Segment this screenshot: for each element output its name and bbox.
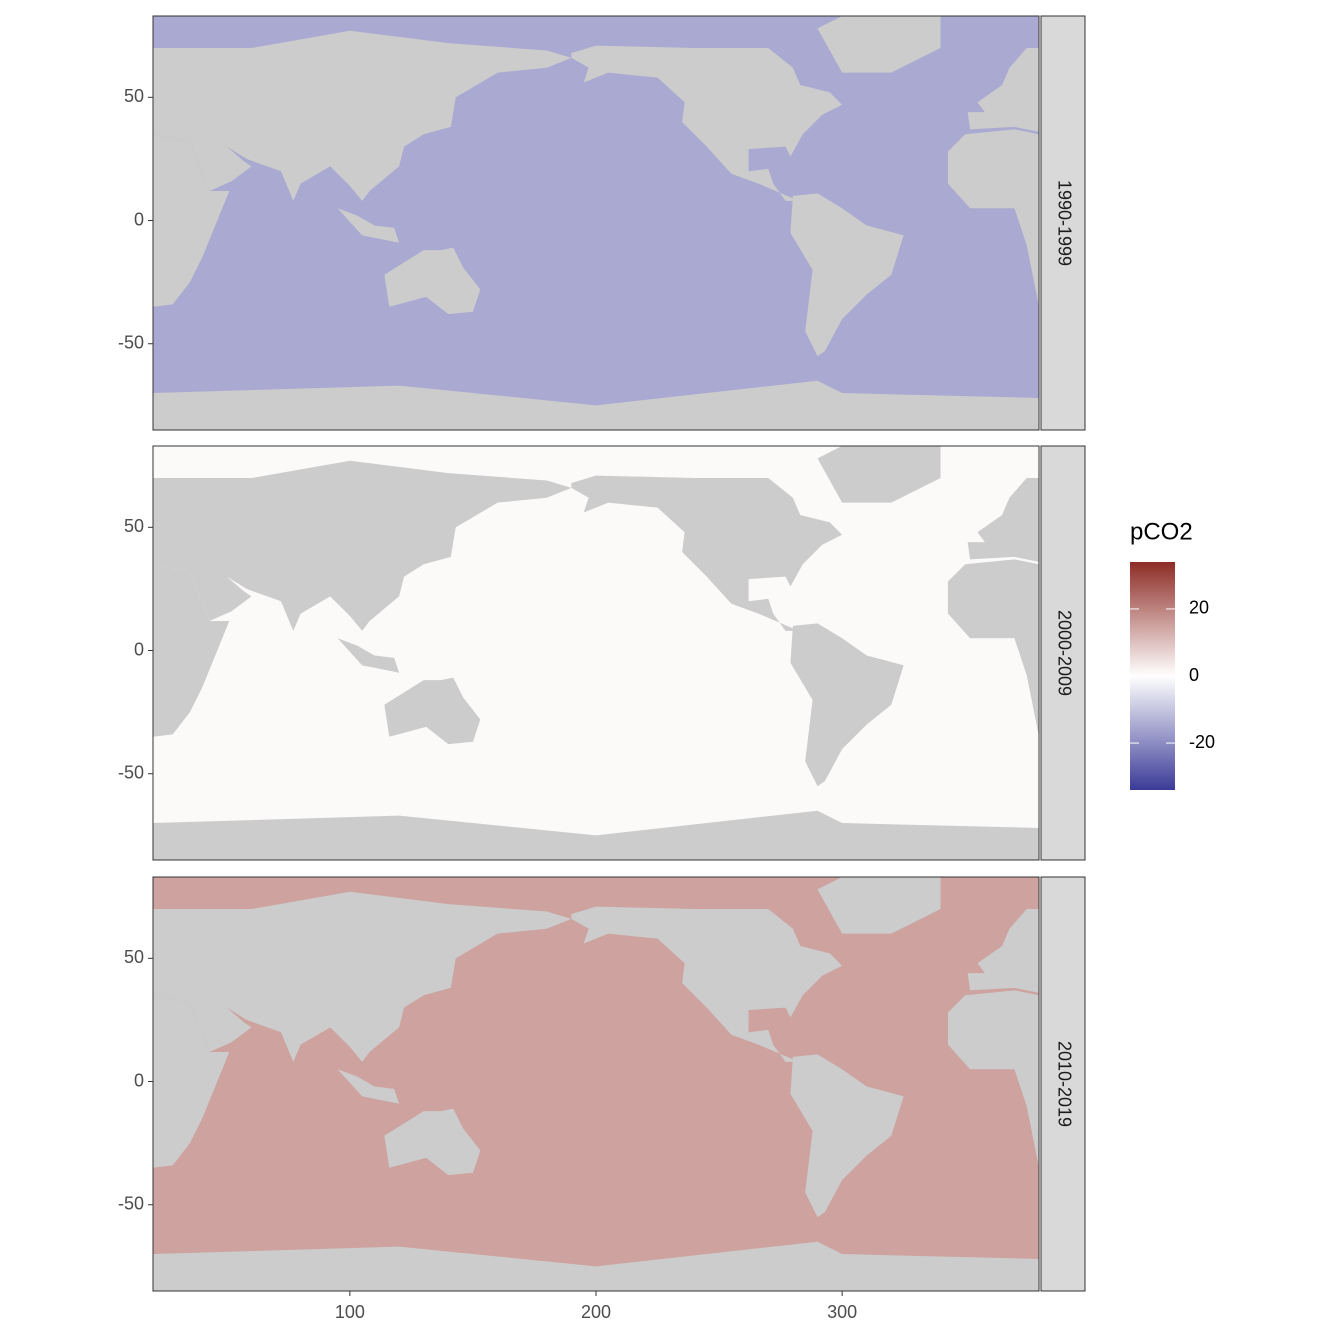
- land: [153, 1241, 1039, 1291]
- land: [153, 995, 230, 1168]
- land: [947, 129, 1039, 307]
- land: [817, 16, 941, 73]
- land: [153, 564, 230, 737]
- land: [571, 906, 843, 1062]
- y-tick-label: -50: [118, 333, 144, 353]
- x-tick-label: 300: [827, 1302, 857, 1322]
- y-tick-label: 0: [134, 1070, 144, 1090]
- y-tick-label: 0: [134, 639, 144, 659]
- land: [384, 247, 481, 315]
- land: [337, 1069, 400, 1104]
- land: [967, 909, 1039, 993]
- land: [817, 446, 941, 503]
- land: [790, 193, 904, 357]
- map-panel: [153, 16, 1039, 430]
- land: [947, 990, 1039, 1168]
- land: [153, 891, 572, 1062]
- land: [153, 134, 230, 307]
- land: [571, 475, 843, 631]
- facet-label: 2000-2009: [1054, 610, 1074, 696]
- panel-border: [152, 15, 1040, 431]
- land: [790, 1054, 904, 1218]
- legend-tick-label: 0: [1189, 665, 1199, 685]
- y-tick-label: 50: [124, 86, 144, 106]
- panel-border: [152, 445, 1040, 861]
- land: [790, 623, 904, 787]
- legend-tick-label: 20: [1189, 598, 1209, 618]
- map-panel: [153, 877, 1039, 1291]
- legend-title: pCO2: [1130, 518, 1193, 545]
- land: [337, 208, 400, 243]
- y-tick-label: -50: [118, 763, 144, 783]
- facet-label: 2010-2019: [1054, 1041, 1074, 1127]
- y-tick-label: 0: [134, 209, 144, 229]
- land: [967, 478, 1039, 562]
- land: [571, 45, 843, 201]
- map-panel: [153, 446, 1039, 860]
- land: [817, 877, 941, 934]
- facet-strip: [1040, 15, 1086, 431]
- land: [337, 638, 400, 673]
- land: [153, 460, 572, 631]
- legend-tick-label: -20: [1189, 732, 1215, 752]
- land: [384, 1108, 481, 1176]
- facet-strip: [1040, 876, 1086, 1292]
- y-tick-label: -50: [118, 1194, 144, 1214]
- x-tick-label: 100: [335, 1302, 365, 1322]
- y-tick-label: 50: [124, 947, 144, 967]
- facet-strip: [1040, 445, 1086, 861]
- x-tick-label: 200: [581, 1302, 611, 1322]
- land: [153, 380, 1039, 430]
- land: [384, 677, 481, 745]
- land: [153, 810, 1039, 860]
- y-tick-label: 50: [124, 516, 144, 536]
- facet-label: 1990-1999: [1054, 180, 1074, 266]
- land: [153, 30, 572, 201]
- land: [967, 48, 1039, 132]
- land: [947, 559, 1039, 737]
